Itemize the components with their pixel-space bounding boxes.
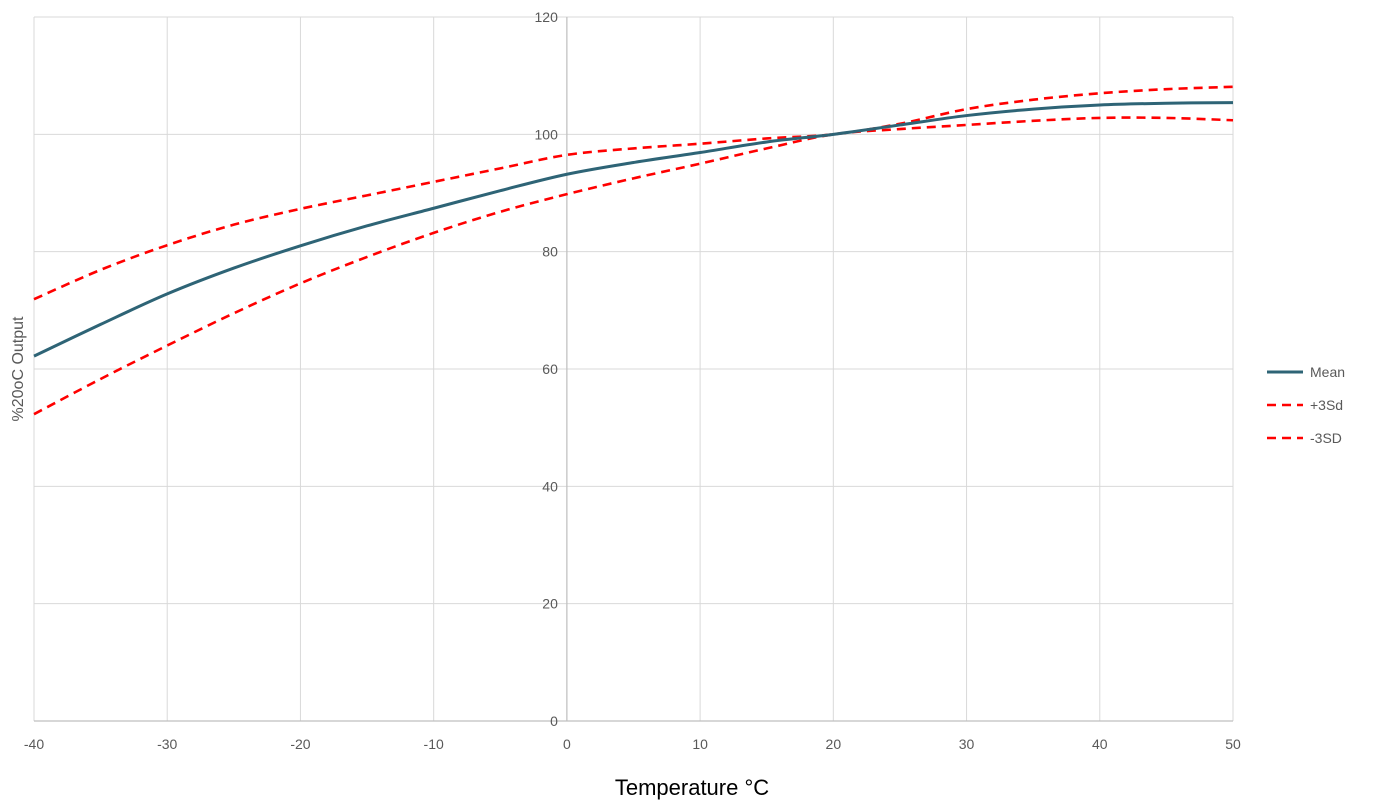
legend-label: Mean	[1310, 364, 1345, 380]
axes	[34, 17, 1233, 722]
x-tick-label: 50	[1225, 736, 1241, 752]
x-tick-label: -40	[24, 736, 44, 752]
legend-label: +3Sd	[1310, 397, 1343, 413]
y-tick-label: 100	[535, 126, 559, 142]
y-tick-label: 120	[535, 9, 559, 25]
y-tick-label: 40	[542, 478, 558, 494]
legend: Mean +3Sd -3SD	[1267, 364, 1345, 446]
series-line-3sd	[33, 116, 1234, 416]
x-tick-label: -10	[424, 736, 444, 752]
x-tick-label: -20	[290, 736, 310, 752]
grid-lines	[33, 16, 1234, 722]
x-tick-label: 30	[959, 736, 975, 752]
legend-label: -3SD	[1310, 430, 1342, 446]
x-tick-label: 10	[692, 736, 708, 752]
y-tick-label: 0	[550, 713, 558, 729]
tick-labels: -40 -30 -20 -10 0 10 20 30 40 50 0 20 40 60 80 100 120	[24, 9, 1241, 752]
x-tick-label: 0	[563, 736, 571, 752]
series-line-mean	[33, 101, 1234, 358]
y-axis-title: %20oC Output	[10, 316, 27, 422]
x-axis-title: Temperature °C	[615, 775, 769, 800]
y-tick-label: 20	[542, 596, 558, 612]
series-line-3sd	[33, 85, 1234, 301]
y-tick-label: 80	[542, 244, 558, 260]
x-tick-label: -30	[157, 736, 177, 752]
x-tick-label: 20	[826, 736, 842, 752]
x-tick-label: 40	[1092, 736, 1108, 752]
y-tick-label: 60	[542, 361, 558, 377]
series-lines	[33, 85, 1234, 416]
